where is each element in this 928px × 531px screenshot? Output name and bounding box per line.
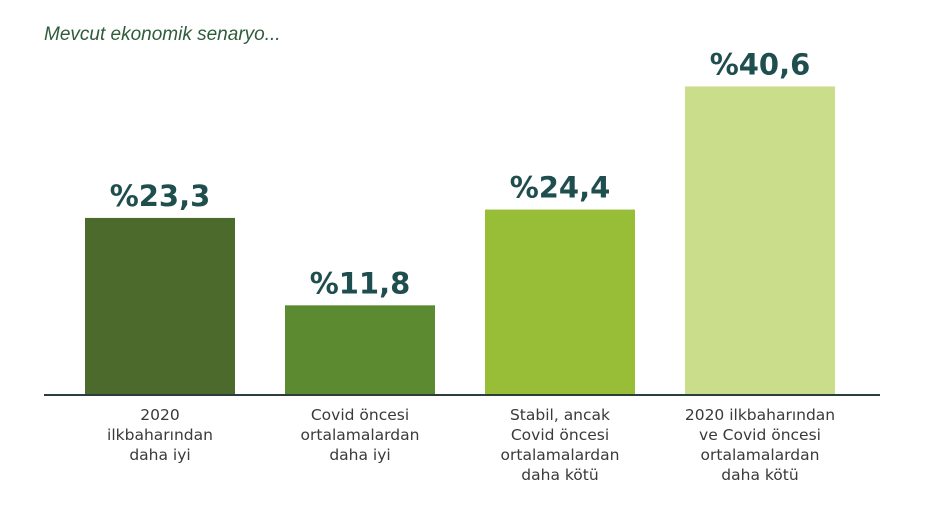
category-label-line: daha kötü [521, 466, 598, 484]
value-label-3: %24,4 [510, 171, 611, 205]
value-label-1: %23,3 [110, 179, 211, 213]
value-label-4: %40,6 [710, 47, 811, 81]
category-label-line: ortalamalardan [501, 446, 620, 464]
category-label-line: 2020 [140, 406, 179, 424]
value-label-2: %11,8 [310, 266, 411, 300]
bars-layer [85, 86, 835, 395]
category-label-2: Covid öncesi ortalamalardan daha iyi [301, 406, 420, 464]
category-label-line: ortalamalardan [301, 426, 420, 444]
category-label-line: ilkbaharından [107, 426, 213, 444]
category-label-line: daha kötü [721, 466, 798, 484]
category-labels-layer: 2020 ilkbaharından daha iyi Covid öncesi ort… [107, 406, 835, 484]
category-label-line: Covid öncesi [511, 426, 609, 444]
chart-title: Mevcut ekonomik senaryo... [44, 24, 281, 45]
value-labels-layer: %23,3 %11,8 %24,4 %40,6 [110, 47, 811, 300]
category-label-3: Stabil, ancak Covid öncesi ortalamalardan d… [501, 406, 620, 484]
category-label-4: 2020 ilkbaharından ve Covid öncesi ortalam… [685, 406, 835, 484]
category-label-line: daha iyi [129, 446, 190, 464]
bar-1 [85, 217, 235, 395]
category-label-line: 2020 ilkbaharından [685, 406, 835, 424]
category-label-line: Stabil, ancak [510, 406, 610, 424]
bar-3 [485, 209, 635, 395]
category-label-1: 2020 ilkbaharından daha iyi [107, 406, 213, 464]
bar-2 [285, 305, 435, 395]
bar-4 [685, 86, 835, 395]
category-label-line: daha iyi [329, 446, 390, 464]
category-label-line: Covid öncesi [311, 406, 409, 424]
category-label-line: ve Covid öncesi [699, 426, 821, 444]
category-label-line: ortalamalardan [701, 446, 820, 464]
